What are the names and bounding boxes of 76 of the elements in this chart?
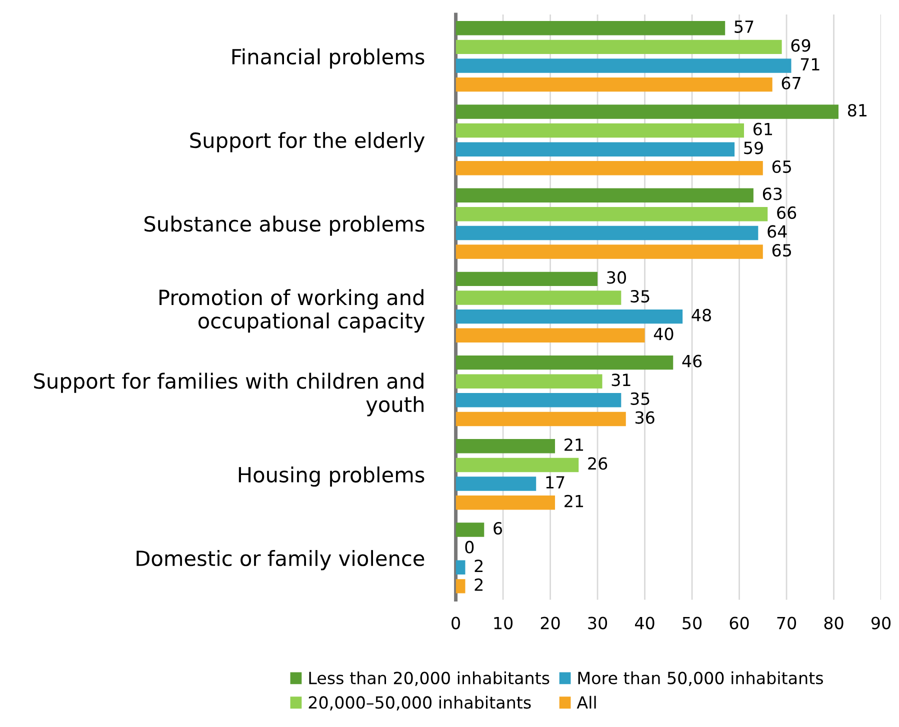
bar (456, 579, 466, 594)
bar (456, 104, 838, 119)
data-label: 6 (494, 522, 502, 535)
data-label: 21 (564, 438, 584, 451)
data-label: 71 (800, 58, 820, 70)
bar (456, 412, 626, 426)
bar (456, 21, 726, 36)
data-label: 26 (588, 457, 608, 470)
x-tick-label: 20 (540, 616, 560, 630)
data-label: 17 (546, 476, 564, 488)
x-tick-label: 80 (824, 616, 844, 630)
data-label: 66 (777, 206, 796, 219)
bar (456, 123, 744, 138)
bar (456, 328, 645, 342)
bar (456, 58, 792, 73)
x-tick-label: 10 (494, 616, 513, 630)
data-label: 35 (630, 392, 650, 406)
y-tick-label: Support for families with children and youth (34, 372, 424, 416)
x-tick-label: 40 (634, 616, 654, 630)
data-label: 2 (474, 560, 483, 572)
bar (456, 290, 622, 305)
bar (456, 226, 758, 240)
x-tick-label: 0 (452, 616, 460, 630)
bar (456, 40, 782, 54)
y-tick-label: Substance abuse problems (144, 216, 424, 236)
data-label: 35 (630, 290, 650, 303)
bar (456, 142, 735, 156)
bar (456, 374, 602, 388)
bar (456, 272, 598, 286)
legend-label: Less than 20,000 inhabitants (309, 671, 550, 686)
data-label: 81 (848, 104, 866, 117)
bar (456, 495, 556, 510)
x-tick-label: 90 (871, 616, 891, 630)
bar (456, 476, 536, 491)
y-tick-label: Financial problems (232, 48, 424, 69)
x-tick-label: 60 (730, 616, 749, 630)
data-label: 59 (744, 142, 763, 154)
bar (456, 309, 683, 324)
bar (456, 244, 763, 259)
x-tick-label: 70 (777, 616, 796, 630)
data-label: 67 (782, 76, 800, 90)
bar (456, 458, 579, 472)
x-tick-label: 30 (588, 616, 608, 630)
data-label: 65 (772, 160, 791, 173)
data-label: 30 (607, 271, 626, 284)
bar (456, 560, 466, 574)
x-tick-label: 50 (682, 616, 702, 630)
bar (456, 355, 674, 370)
data-label: 61 (754, 122, 772, 136)
bar (456, 439, 556, 454)
bar (456, 522, 484, 537)
y-tick-label: Domestic or family violence (136, 550, 424, 570)
legend-label: All (576, 696, 596, 709)
data-label: 48 (692, 308, 711, 322)
data-label: 21 (564, 494, 584, 508)
data-label: 0 (465, 540, 474, 554)
data-label: 69 (791, 39, 810, 52)
bar (456, 161, 763, 176)
data-label: 65 (772, 244, 791, 257)
data-label: 64 (768, 225, 787, 238)
legend-label: More than 50,000 inhabitants (578, 671, 823, 686)
data-label: 46 (682, 354, 702, 368)
data-label: 36 (635, 411, 654, 424)
bar (456, 188, 754, 202)
y-tick-label: Housing problems (238, 466, 424, 487)
data-label: 2 (474, 578, 483, 591)
y-tick-label: Support for the elderly (190, 132, 425, 152)
bar (456, 77, 772, 92)
bar (456, 393, 622, 408)
data-label: 40 (654, 328, 674, 340)
bar (456, 207, 768, 222)
data-label: 31 (612, 374, 630, 386)
data-label: 57 (734, 20, 754, 33)
legend-label: 20,000–50,000 inhabitants (308, 696, 531, 710)
y-tick-label: Promotion of working and occupational capacity (160, 289, 425, 333)
data-label: 63 (762, 188, 782, 200)
